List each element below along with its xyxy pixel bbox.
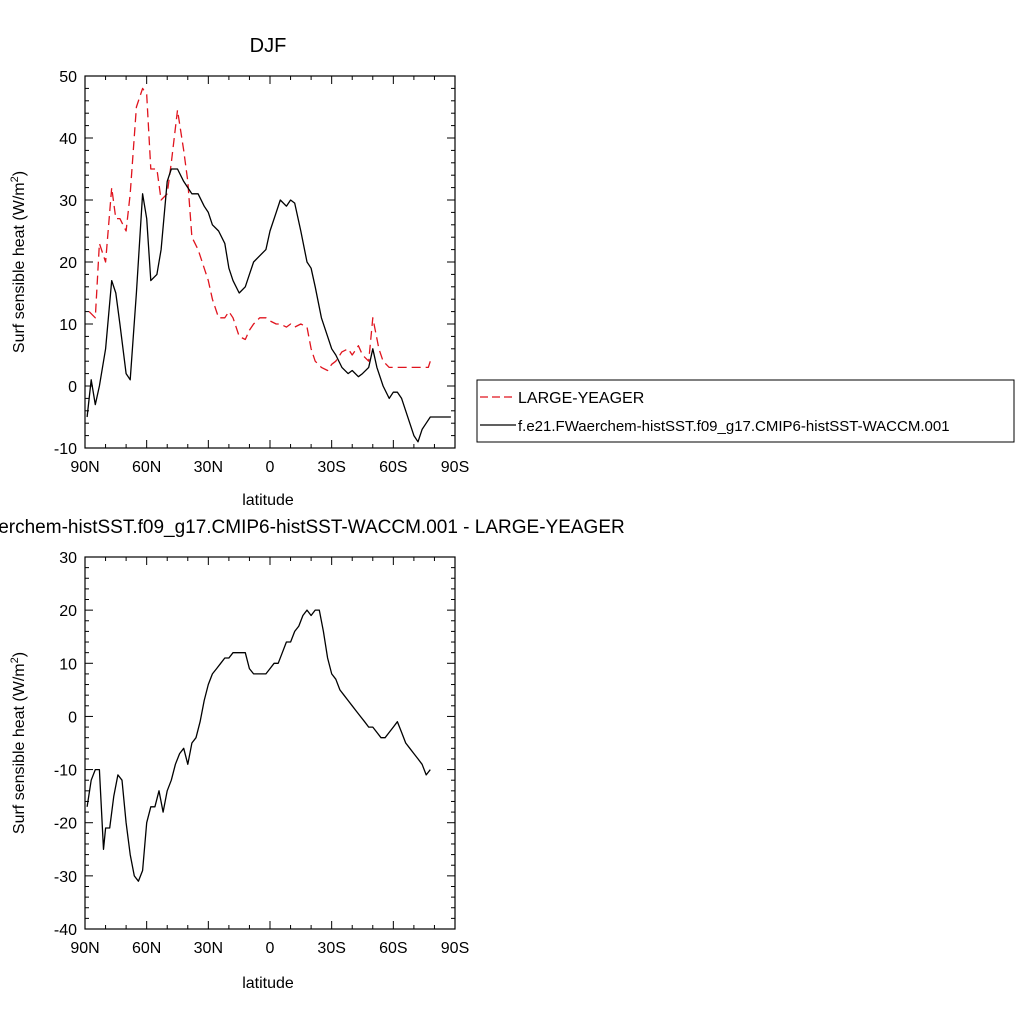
top-series-line-a xyxy=(88,87,431,372)
top-y-ticks: -10 0 10 20 30 40 50 xyxy=(54,69,455,458)
legend: LARGE-YEAGER f.e21.FWaerchem-histSST.f09… xyxy=(476,379,1015,443)
top-y-tick-label: -10 xyxy=(54,441,77,458)
legend-label-large-yeager: LARGE-YEAGER xyxy=(518,390,644,407)
top-y-tick-label: 50 xyxy=(59,69,77,86)
bottom-y-axis-label-end: ) xyxy=(11,652,28,657)
bottom-y-tick-label: -40 xyxy=(54,922,77,939)
top-y-tick-label: 30 xyxy=(59,193,77,210)
top-y-tick-label: 20 xyxy=(59,255,77,272)
top-series-group xyxy=(86,87,451,443)
top-panel: DJF 90N 60N 30N 0 30S 60S 90S -10 0 10 20 30 40 50 l… xyxy=(9,35,469,509)
top-y-axis-label: Surf sensible heat (W/m2) xyxy=(9,171,28,353)
bottom-x-ticks: 90N 60N 30N 0 30S 60S 90S xyxy=(70,557,469,957)
top-y-axis-label-main: Surf sensible heat (W/m xyxy=(11,182,28,353)
bottom-series-line-a xyxy=(86,609,431,882)
bottom-y-tick-label: 30 xyxy=(59,550,77,567)
top-x-tick-label: 90N xyxy=(70,459,99,476)
top-x-tick-label: 90S xyxy=(441,459,469,476)
bottom-y-tick-label: 10 xyxy=(59,656,77,673)
top-plot-frame xyxy=(84,75,456,449)
top-x-tick-label: 60N xyxy=(132,459,161,476)
bottom-series-group xyxy=(86,609,431,882)
top-x-axis-label: latitude xyxy=(242,492,294,509)
bottom-x-tick-label: 90N xyxy=(70,940,99,957)
top-x-tick-label: 30N xyxy=(194,459,223,476)
bottom-y-axis-label-sup: 2 xyxy=(9,657,21,663)
bottom-plot-frame xyxy=(84,556,456,930)
bottom-y-tick-label: 20 xyxy=(59,603,77,620)
top-x-tick-label: 0 xyxy=(266,459,275,476)
bottom-y-axis-label: Surf sensible heat (W/m2) xyxy=(9,652,28,834)
bottom-panel: f.e21.FWaerchem-histSST.f09_g17.CMIP6-hi… xyxy=(0,517,625,992)
legend-box xyxy=(476,379,1015,443)
bottom-x-tick-label: 60N xyxy=(132,940,161,957)
top-y-tick-label: 0 xyxy=(68,379,77,396)
legend-label-waccm: f.e21.FWaerchem-histSST.f09_g17.CMIP6-hi… xyxy=(518,418,950,435)
top-y-axis-label-end: ) xyxy=(11,171,28,176)
bottom-y-tick-label: -20 xyxy=(54,816,77,833)
top-x-tick-label: 30S xyxy=(317,459,345,476)
top-y-tick-label: 40 xyxy=(59,131,77,148)
bottom-y-axis-label-main: Surf sensible heat (W/m xyxy=(11,663,28,834)
bottom-x-tick-label: 90S xyxy=(441,940,469,957)
top-y-axis-label-sup: 2 xyxy=(9,176,21,182)
bottom-y-ticks: -40 -30 -20 -10 0 10 20 30 xyxy=(54,550,455,939)
top-y-tick-label: 10 xyxy=(59,317,77,334)
bottom-y-tick-label: -10 xyxy=(54,763,77,780)
bottom-chart-title: f.e21.FWaerchem-histSST.f09_g17.CMIP6-hi… xyxy=(0,517,625,538)
top-chart-title: DJF xyxy=(250,35,287,57)
top-x-ticks: 90N 60N 30N 0 30S 60S 90S xyxy=(70,76,469,476)
bottom-x-axis-label: latitude xyxy=(242,975,294,992)
bottom-y-tick-label: -30 xyxy=(54,869,77,886)
top-series-line-b xyxy=(86,168,451,443)
bottom-x-tick-label: 0 xyxy=(266,940,275,957)
bottom-x-tick-label: 60S xyxy=(379,940,407,957)
bottom-x-tick-label: 30S xyxy=(317,940,345,957)
top-x-tick-label: 60S xyxy=(379,459,407,476)
bottom-y-tick-label: 0 xyxy=(68,709,77,726)
bottom-x-tick-label: 30N xyxy=(194,940,223,957)
